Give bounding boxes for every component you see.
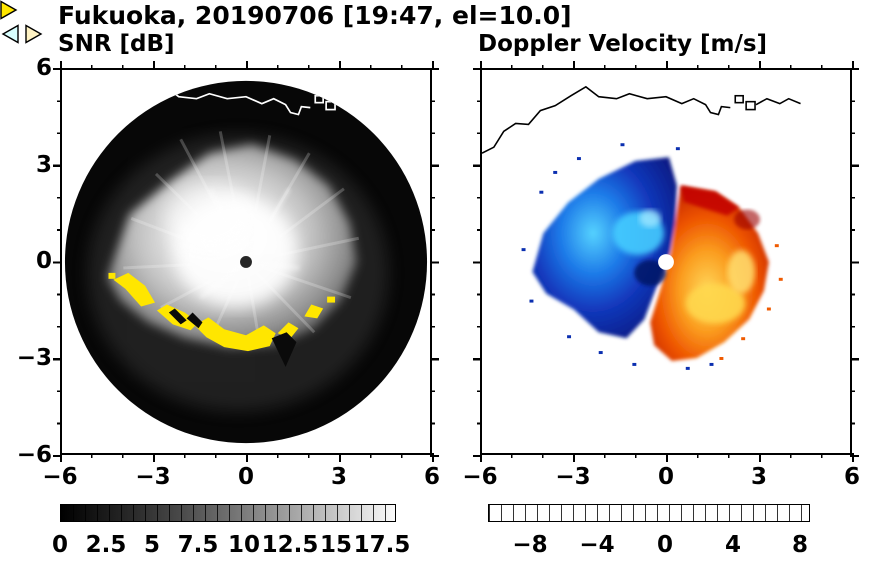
- colorbar-label: 12.5: [261, 532, 319, 558]
- velocity-negative-lobe: [532, 157, 677, 339]
- x-tick-label: 3: [750, 464, 767, 490]
- tick-marks: [60, 61, 434, 70]
- velocity-plot-frame: [473, 61, 859, 462]
- tick-marks: [473, 68, 482, 457]
- x-tick-label: 0: [657, 464, 674, 490]
- snr-bright-streaks: [198, 187, 300, 300]
- colorbar-label: 0: [656, 532, 673, 558]
- tick-marks: [480, 453, 854, 462]
- tick-marks: [60, 453, 434, 462]
- velocity-positive-lobe: [650, 185, 769, 361]
- y-tick-label: 3: [35, 152, 52, 178]
- radar-center-dot: [658, 254, 674, 270]
- colorbar-label: 2.5: [85, 532, 127, 558]
- x-tick-label: 0: [237, 464, 254, 490]
- tick-marks: [430, 68, 439, 457]
- tick-marks: [850, 68, 859, 457]
- x-tick-label: −3: [555, 464, 591, 490]
- figure-title: Fukuoka, 20190706 [19:47, el=10.0]: [58, 1, 572, 30]
- colorbar-label: 0: [51, 532, 68, 558]
- tick-marks: [480, 453, 854, 458]
- snr-colorbar-over-arrow: [0, 0, 18, 20]
- colorbar-label: 7.5: [177, 532, 219, 558]
- x-tick-label: −3: [135, 464, 171, 490]
- colorbar-label: −8: [512, 532, 548, 558]
- snr-dark-notches: [168, 308, 297, 367]
- velocity-speckles-positive: [719, 244, 783, 360]
- snr-over-range-patches: [108, 272, 336, 352]
- velocity-colorbar-under-arrow: [1, 24, 19, 44]
- x-tick-label: 6: [423, 464, 440, 490]
- velocity-cyan-spot: [639, 209, 662, 228]
- y-tick-label: −3: [16, 345, 52, 371]
- colorbar-label: 10: [227, 532, 260, 558]
- velocity-panel-title: Doppler Velocity [m/s]: [478, 31, 768, 57]
- colorbar-label: 15: [319, 532, 352, 558]
- tick-marks: [480, 61, 854, 70]
- tick-marks: [430, 68, 435, 457]
- colorbar-label: 8: [791, 532, 808, 558]
- colorbar-label: 5: [143, 532, 160, 558]
- x-tick-label: 3: [330, 464, 347, 490]
- snr-colorbar: [60, 504, 396, 522]
- colorbar-label: 4: [724, 532, 741, 558]
- x-tick-label: −6: [42, 464, 78, 490]
- snr-plot-frame: [53, 61, 439, 462]
- velocity-dark-red-patch: [734, 209, 760, 230]
- velocity-colorbar: [488, 504, 810, 522]
- tick-marks: [850, 68, 855, 457]
- y-tick-label: −6: [16, 442, 52, 468]
- coastline: [482, 85, 801, 154]
- x-tick-label: 6: [843, 464, 860, 490]
- x-tick-label: −6: [462, 464, 498, 490]
- velocity-positive-max: [685, 283, 746, 324]
- velocity-red-band: [680, 185, 740, 216]
- radar-center-dot: [240, 256, 252, 268]
- velocity-positive-max-2: [727, 250, 756, 294]
- snr-plot-canvas: [64, 80, 428, 444]
- snr-panel-title: SNR [dB]: [58, 31, 175, 57]
- velocity-plot-canvas: [482, 85, 801, 370]
- velocity-colorbar-over-arrow: [25, 24, 43, 44]
- tick-marks: [53, 68, 62, 457]
- colorbar-label: 17.5: [353, 532, 411, 558]
- velocity-speckles-negative: [521, 143, 714, 370]
- y-tick-label: 0: [35, 248, 52, 274]
- colorbar-label: −4: [579, 532, 615, 558]
- tick-marks: [60, 453, 434, 458]
- velocity-navy-min: [634, 260, 666, 286]
- y-tick-label: 6: [35, 55, 52, 81]
